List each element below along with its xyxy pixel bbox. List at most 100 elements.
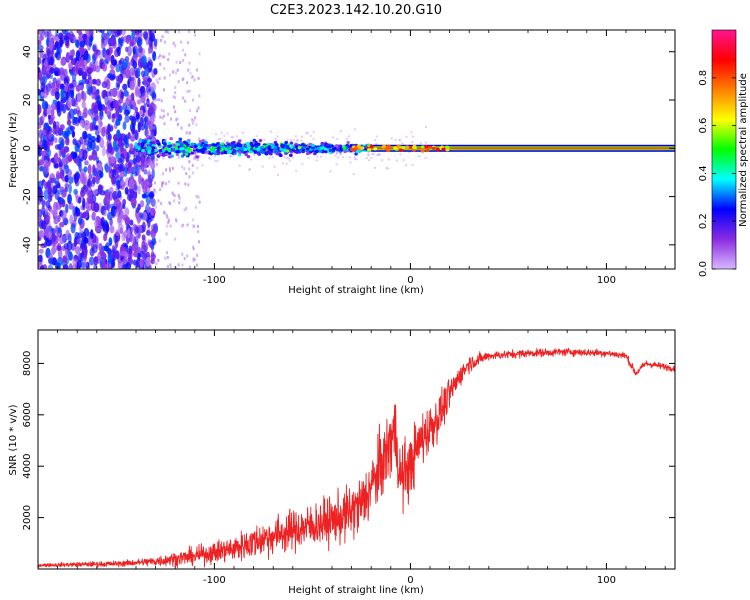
spectrogram-cell	[75, 246, 81, 255]
spectrogram-cell	[84, 78, 90, 85]
spectrogram-cell	[195, 194, 198, 198]
spectrogram-cell	[294, 141, 297, 144]
spectrogram-cell	[192, 257, 195, 261]
spectrogram-cell	[142, 250, 148, 260]
spectrogram-cell	[158, 77, 161, 81]
spectrogram-cell	[131, 116, 137, 128]
spectrogram-cell	[47, 264, 54, 269]
spectrogram-cell	[277, 174, 280, 177]
spectrogram-cell	[107, 73, 113, 79]
spectrogram-cell	[153, 67, 158, 76]
spectrogram-cell	[38, 67, 41, 73]
spectrogram-cell	[136, 38, 143, 47]
spectrogram-cell	[165, 232, 168, 236]
spectrogram-cell	[54, 162, 59, 169]
spectrogram-cell	[63, 68, 68, 77]
spectrogram-cell	[67, 97, 72, 109]
spectrogram-cell	[194, 144, 198, 148]
spectrogram-cell	[155, 205, 158, 209]
spectrogram-cell	[74, 39, 80, 48]
spectrogram-cell	[181, 165, 184, 169]
spectrogram-cell	[210, 147, 214, 152]
spectrogram-cell	[167, 58, 170, 62]
spectrogram-cell	[177, 263, 180, 267]
spectrogram-cell	[143, 102, 147, 114]
spectrogram-cell	[313, 152, 317, 156]
spectrogram-cell	[63, 164, 69, 170]
spectrogram-cell	[87, 73, 92, 80]
spectrogram-cell	[163, 76, 166, 80]
spectrogram-cell	[168, 218, 171, 222]
spectrogram-cell	[377, 153, 380, 156]
spectrogram-cell	[269, 130, 272, 133]
spectrogram-cell	[51, 102, 56, 109]
spectrogram-cell	[161, 55, 164, 59]
spectrogram-cell	[355, 158, 358, 161]
spectrogram-cell	[99, 249, 104, 256]
spectrogram-cell	[396, 145, 401, 149]
spectrogram-cell	[281, 145, 285, 149]
spectrogram-cell	[307, 156, 310, 159]
spectrogram-cell	[175, 266, 178, 269]
spectrogram-cell	[200, 142, 203, 145]
spectrogram-cell	[72, 65, 79, 77]
spectrogram-cell	[138, 44, 143, 53]
spectrogram-cell	[65, 92, 69, 100]
spectrogram-cell	[427, 145, 432, 149]
spectrogram-cell	[188, 167, 191, 171]
spectrogram-cell	[153, 45, 156, 49]
spectrogram-cell	[39, 48, 44, 59]
spectrogram-cell	[156, 38, 159, 42]
spectrogram-cell	[194, 205, 197, 209]
spectrogram-cell	[58, 32, 64, 40]
y-tick-label: 2000	[22, 505, 33, 530]
spectrogram-cell	[41, 205, 45, 216]
spectrogram-cell	[69, 214, 74, 225]
spectrogram-cell	[155, 139, 160, 143]
spectrogram-cell	[193, 156, 196, 160]
spectrogram-cell	[365, 157, 368, 160]
spectrogram-cell	[385, 167, 388, 170]
x-tick-label: 0	[407, 275, 413, 286]
spectrogram-cell	[105, 79, 111, 90]
spectrogram-cell	[339, 148, 343, 152]
spectrogram-cell	[199, 148, 204, 153]
spectrogram-cell	[248, 167, 251, 170]
spectrogram-cell	[151, 114, 157, 120]
spectrogram-cell	[84, 184, 89, 193]
spectrogram-cell	[198, 156, 201, 159]
spectrogram-cell	[153, 38, 158, 48]
spectrogram-cell	[100, 42, 105, 50]
spectrogram-cell	[186, 223, 189, 227]
spectrogram-cell	[399, 153, 402, 156]
spectrogram-cell	[68, 176, 74, 184]
spectrogram-cell	[248, 169, 251, 172]
spectrogram-cell	[82, 130, 88, 140]
spectrogram-cell	[78, 84, 84, 91]
spectrogram-cell	[38, 189, 44, 198]
spectrogram-cell	[309, 134, 312, 137]
spectrogram-cell	[168, 169, 171, 173]
spectrogram-cell	[223, 139, 226, 142]
spectrogram-cell	[68, 108, 75, 119]
spectrogram-cell	[275, 151, 280, 156]
spectrogram-cell	[370, 156, 373, 159]
spectrogram-cell	[367, 154, 370, 157]
spectrogram-cell	[179, 147, 183, 151]
spectrogram-cell	[54, 70, 59, 77]
spectrogram-cell	[92, 54, 96, 65]
spectrogram-cell	[60, 58, 67, 66]
spectrogram-cell	[201, 164, 204, 167]
spectrogram-cell	[308, 142, 313, 146]
spectrogram-cell	[285, 157, 288, 160]
spectrogram-cell	[108, 163, 112, 174]
spectrogram-cell	[137, 142, 141, 146]
spectrogram-cell	[146, 204, 149, 208]
spectrogram-cell	[128, 167, 132, 174]
spectrogram-cell	[238, 164, 241, 167]
spectrogram-cell	[138, 139, 143, 143]
spectrogram-cell	[245, 141, 250, 146]
spectrogram-cell	[134, 234, 139, 246]
spectrogram-cell	[141, 234, 146, 241]
